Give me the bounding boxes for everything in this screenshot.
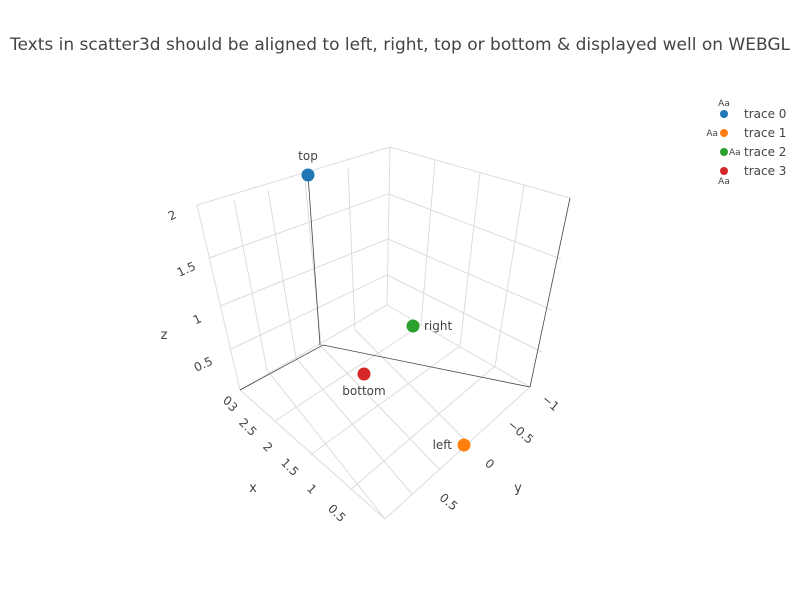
legend-item[interactable]: Aa trace 0 [718, 99, 786, 121]
scene-edges [239, 197, 571, 391]
left-wall-edge [196, 204, 241, 391]
legend-marker [720, 110, 728, 118]
data-points: top left right bottom [298, 149, 471, 452]
chart-title: Texts in scatter3d should be aligned to … [9, 35, 790, 55]
legend-label: trace 2 [744, 145, 786, 159]
z-tick: 1 [191, 311, 204, 327]
data-point-label: bottom [342, 384, 385, 398]
z-axis-label: z [161, 328, 168, 343]
axis-ticks: 0 0.5 1 1.5 2 3 2.5 2 1.5 1 0.5 −1 −0.5 … [161, 207, 562, 524]
legend-label: trace 1 [744, 126, 786, 140]
x-axis-label: x [249, 481, 257, 496]
right-top-edge [389, 146, 571, 199]
z-tick: 2 [166, 207, 179, 223]
back-corner-edge [386, 146, 391, 306]
x-tick: 1 [304, 482, 319, 497]
floor-back-right-edge [386, 304, 531, 388]
data-point [357, 367, 371, 381]
x-tick: 1.5 [278, 455, 301, 478]
data-point [406, 319, 420, 333]
point-drop-line [307, 174, 321, 346]
legend-item[interactable]: Aa trace 1 [706, 126, 786, 140]
legend-text-sample: Aa [706, 129, 718, 139]
floor-front-edges [239, 344, 531, 391]
x-tick: 2.5 [236, 415, 259, 438]
back-wall-edge [196, 146, 391, 206]
z-tick: 1.5 [175, 259, 198, 280]
y-tick: 0.5 [437, 490, 461, 513]
data-point-label: right [424, 319, 452, 333]
legend-text-sample: Aa [729, 148, 741, 158]
legend-label: trace 0 [744, 107, 786, 121]
data-point [457, 438, 471, 452]
y-axis-label: y [514, 481, 522, 496]
legend-label: trace 3 [744, 164, 786, 178]
z-tick: 0.5 [192, 354, 215, 375]
data-point-label: left [433, 438, 453, 452]
right-front-edge [529, 197, 571, 388]
y-tick: 0 [482, 456, 497, 472]
legend-text-sample: Aa [718, 99, 730, 109]
legend-text-sample: Aa [718, 177, 730, 187]
y-tick: −0.5 [505, 417, 536, 446]
legend-marker [720, 167, 728, 175]
legend-item[interactable]: Aa trace 3 [718, 164, 786, 187]
y-tick: −1 [539, 392, 562, 414]
floor-back-left-edge [239, 304, 388, 391]
legend-marker [720, 129, 728, 137]
scene-grid [196, 146, 571, 520]
data-point [301, 168, 315, 182]
x-tick: 0.5 [325, 501, 348, 524]
legend-marker [720, 148, 728, 156]
x-tick: 2 [260, 440, 275, 455]
data-point-label: top [298, 149, 318, 163]
legend-item[interactable]: Aa trace 2 [720, 145, 786, 159]
